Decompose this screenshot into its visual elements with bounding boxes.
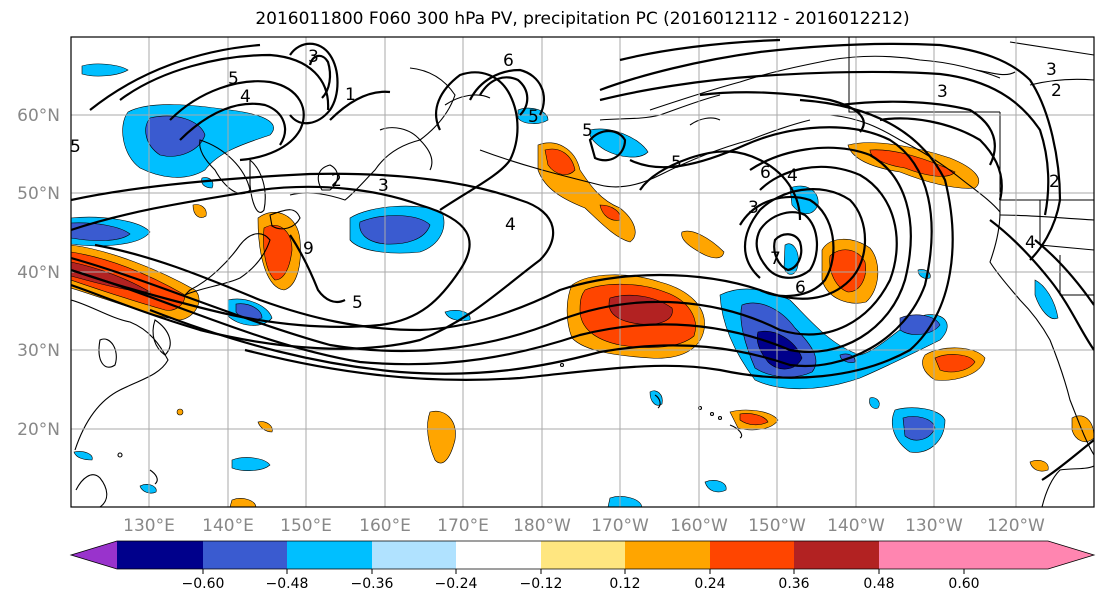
- colorbar-segment: [287, 541, 372, 569]
- contour-label: 9: [303, 239, 314, 259]
- colorbar-tick-label: −0.12: [520, 576, 563, 592]
- lon-label: 130°W: [905, 516, 963, 536]
- colorbar-segment: [117, 541, 203, 569]
- colorbar-segment: [625, 541, 710, 569]
- map-plot-area: 5 4 3 1 6 5 5 2 3 5 4 9 5 6 4 3 5 3 2 2 …: [70, 37, 1094, 507]
- lat-label: 40°N: [17, 263, 60, 283]
- lon-label: 170°E: [437, 516, 489, 536]
- pv-contours: [71, 38, 1094, 481]
- lat-label: 60°N: [17, 106, 60, 126]
- contour-label: 2: [1049, 172, 1060, 192]
- lon-label: 140°W: [827, 516, 885, 536]
- colorbar-tick-label: 0.60: [948, 576, 979, 592]
- colorbar-segment: [456, 541, 541, 569]
- contour-label: 4: [787, 166, 798, 186]
- contour-label: 5: [70, 137, 81, 157]
- contour-label: 6: [795, 278, 806, 298]
- colorbar-segment: [710, 541, 794, 569]
- colorbar-extend-max: [964, 541, 1094, 569]
- map-frame: [70, 36, 1095, 508]
- lat-lon-grid: [71, 37, 1094, 507]
- contour-label: 6: [503, 51, 514, 71]
- colorbar-tick-label: −0.48: [266, 576, 309, 592]
- colorbar-tick-label: 0.24: [694, 576, 725, 592]
- colorbar-tick-label: 0.12: [609, 576, 640, 592]
- contour-label: 4: [505, 215, 516, 235]
- lon-label: 150°E: [280, 516, 332, 536]
- colorbar-tick-label: 0.48: [863, 576, 894, 592]
- lat-label: 30°N: [17, 341, 60, 361]
- contour-label: 4: [240, 87, 251, 107]
- lon-label: 130°E: [123, 516, 175, 536]
- contour-label: 7: [770, 249, 781, 269]
- lon-label: 180°W: [513, 516, 571, 536]
- colorbar-segment: [372, 541, 456, 569]
- contour-label: 5: [528, 107, 539, 127]
- contour-label: 5: [582, 121, 593, 141]
- lat-label: 50°N: [17, 184, 60, 204]
- colorbar-tick-label: −0.24: [435, 576, 478, 592]
- contour-label: 4: [1025, 233, 1036, 253]
- contour-label: 6: [760, 163, 771, 183]
- contour-label: 3: [308, 47, 319, 67]
- lon-label: 140°E: [202, 516, 254, 536]
- lon-label: 170°W: [591, 516, 649, 536]
- colorbar-segment: [203, 541, 287, 569]
- contour-label: 2: [331, 171, 342, 191]
- colorbar-extend-min: [71, 541, 117, 569]
- colorbar-tick-label: −0.60: [182, 576, 225, 592]
- contour-label: 5: [352, 293, 363, 313]
- map-title: 2016011800 F060 300 hPa PV, precipitatio…: [255, 9, 910, 29]
- colorbar-segment: [794, 541, 879, 569]
- coastlines: [71, 41, 1094, 507]
- colorbar-tick-label: −0.36: [351, 576, 394, 592]
- lon-label: 160°E: [359, 516, 411, 536]
- lon-label: 160°W: [670, 516, 728, 536]
- contour-label: 5: [671, 153, 682, 173]
- colorbar-segment: [879, 541, 964, 569]
- lon-label: 120°W: [987, 516, 1045, 536]
- contour-label: 3: [378, 176, 389, 196]
- contour-label: 3: [937, 82, 948, 102]
- contour-label: 3: [748, 198, 759, 218]
- colorbar-tick-label: 0.36: [778, 576, 809, 592]
- lon-label: 150°W: [748, 516, 806, 536]
- colorbar: −0.60 −0.48 −0.36 −0.24 −0.12 0.12 0.24 …: [69, 540, 1096, 592]
- colorbar-segment: [541, 541, 625, 569]
- longitude-labels: 130°E 140°E 150°E 160°E 170°E 180°W 170°…: [123, 516, 1045, 536]
- latitude-labels: 60°N 50°N 40°N 30°N 20°N: [17, 106, 60, 440]
- contour-label: 2: [1051, 81, 1062, 101]
- colorbar-ticks: [202, 569, 965, 574]
- pv-contour-labels: 5 4 3 1 6 5 5 2 3 5 4 9 5 6 4 3 5 3 2 2 …: [70, 47, 1062, 313]
- contour-label: 3: [1046, 60, 1057, 80]
- contour-label: 5: [228, 69, 239, 89]
- contour-label: 1: [345, 85, 356, 105]
- colorbar-tick-labels: −0.60 −0.48 −0.36 −0.24 −0.12 0.12 0.24 …: [182, 576, 980, 592]
- lat-label: 20°N: [17, 420, 60, 440]
